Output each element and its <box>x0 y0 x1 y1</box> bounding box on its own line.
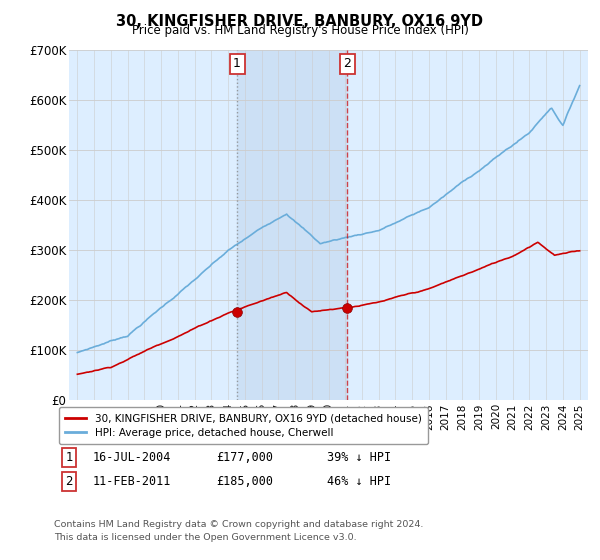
Text: £185,000: £185,000 <box>216 475 273 488</box>
Text: 1: 1 <box>233 58 241 71</box>
Text: 2: 2 <box>65 475 73 488</box>
Bar <box>237 50 347 400</box>
Text: £177,000: £177,000 <box>216 451 273 464</box>
Text: 2: 2 <box>343 58 351 71</box>
Text: Contains HM Land Registry data © Crown copyright and database right 2024.: Contains HM Land Registry data © Crown c… <box>54 520 424 529</box>
Text: 11-FEB-2011: 11-FEB-2011 <box>93 475 172 488</box>
Text: This data is licensed under the Open Government Licence v3.0.: This data is licensed under the Open Gov… <box>54 533 356 542</box>
Text: 39% ↓ HPI: 39% ↓ HPI <box>327 451 391 464</box>
Text: 1: 1 <box>65 451 73 464</box>
Legend: 30, KINGFISHER DRIVE, BANBURY, OX16 9YD (detached house), HPI: Average price, de: 30, KINGFISHER DRIVE, BANBURY, OX16 9YD … <box>59 407 428 444</box>
Text: Price paid vs. HM Land Registry's House Price Index (HPI): Price paid vs. HM Land Registry's House … <box>131 24 469 37</box>
Text: 16-JUL-2004: 16-JUL-2004 <box>93 451 172 464</box>
Text: 46% ↓ HPI: 46% ↓ HPI <box>327 475 391 488</box>
Text: 30, KINGFISHER DRIVE, BANBURY, OX16 9YD: 30, KINGFISHER DRIVE, BANBURY, OX16 9YD <box>116 14 484 29</box>
